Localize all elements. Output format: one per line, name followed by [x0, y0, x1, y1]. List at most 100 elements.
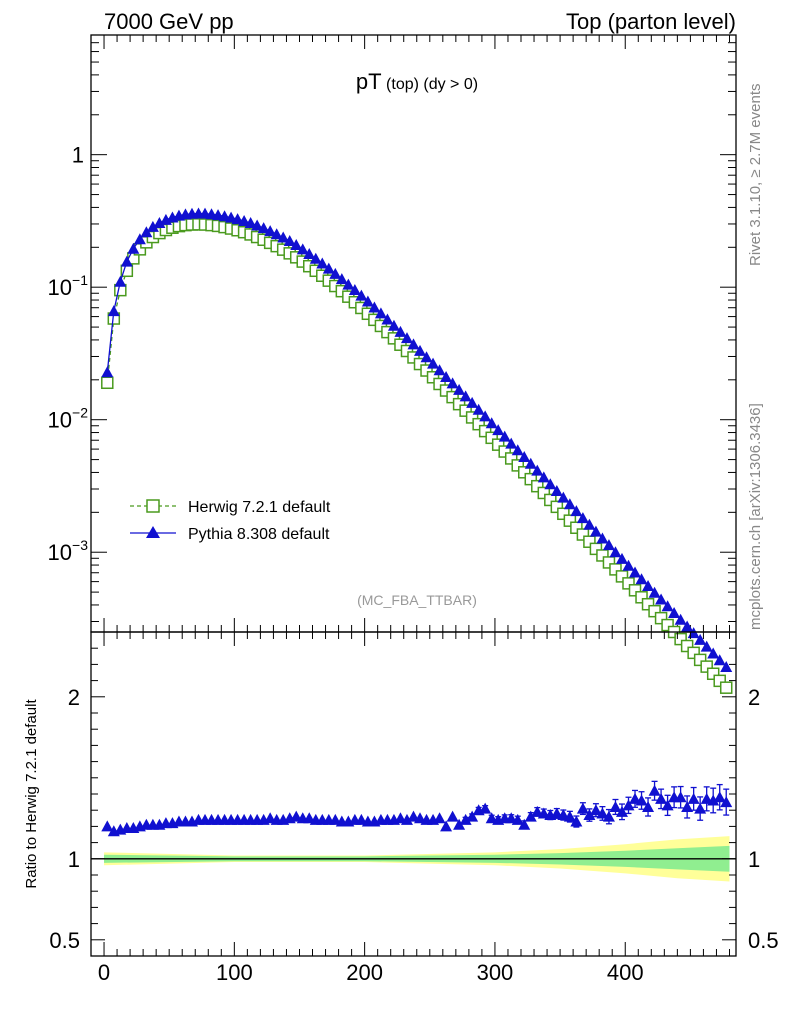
- pythia-point: [609, 546, 622, 558]
- herwig-point: [589, 542, 603, 556]
- ratio-point: [459, 813, 472, 825]
- pythia-point: [427, 357, 440, 369]
- herwig-point: [485, 431, 498, 445]
- herwig-point: [498, 445, 511, 458]
- ratio-point: [602, 810, 615, 822]
- herwig-point: [648, 604, 661, 618]
- herwig-point: [439, 384, 453, 397]
- pythia-point: [642, 579, 655, 591]
- herwig-point: [446, 390, 459, 404]
- herwig-point: [563, 514, 577, 527]
- herwig-point: [622, 577, 635, 590]
- ratio-point: [583, 809, 596, 821]
- y-tick-label-main: 1: [72, 143, 84, 168]
- pythia-point: [557, 491, 570, 503]
- ratio-point: [479, 802, 492, 814]
- pythia-point: [622, 559, 635, 571]
- ratio-point: [101, 820, 114, 832]
- y-tick-label-main: 10−3: [48, 537, 89, 565]
- pythia-point: [394, 325, 407, 337]
- herwig-point: [635, 591, 648, 604]
- plot-title-main: pT: [356, 69, 382, 94]
- herwig-point: [680, 639, 694, 653]
- herwig-point: [465, 411, 479, 424]
- pythia-point: [648, 586, 661, 598]
- pythia-point: [583, 518, 596, 530]
- x-tick-label: 0: [98, 960, 110, 985]
- pythia-point: [244, 217, 257, 229]
- pythia-point: [277, 231, 290, 243]
- pythia-point: [407, 338, 420, 350]
- ratio-point: [518, 818, 531, 830]
- pythia-point: [694, 633, 707, 645]
- x-tick-label: 200: [346, 960, 383, 985]
- pythia-point: [511, 444, 524, 456]
- herwig-point: [387, 332, 401, 345]
- pythia-point: [498, 430, 511, 442]
- y-tick-label-main: 10−2: [48, 405, 89, 433]
- herwig-point: [544, 493, 557, 507]
- herwig-point: [426, 371, 440, 384]
- pythia-point: [316, 257, 329, 269]
- pythia-point: [400, 332, 413, 344]
- pythia-point: [309, 252, 322, 264]
- herwig-point: [550, 500, 564, 514]
- y-tick-label-base: 10: [48, 275, 72, 300]
- legend-herwig-marker: [146, 499, 160, 513]
- pythia-point: [355, 289, 368, 301]
- legend-pythia-label: Pythia 8.308 default: [188, 526, 330, 543]
- plot-title: pT (top) (dy > 0): [356, 69, 478, 94]
- pythia-point: [420, 351, 433, 363]
- pythia-point: [107, 305, 120, 317]
- main-panel: pT (top) (dy > 0) (MC_FBA_TTBAR) 110−110…: [48, 34, 737, 694]
- ratio-point: [453, 818, 466, 830]
- herwig-point: [641, 597, 655, 611]
- pythia-point: [290, 239, 303, 251]
- ratio-point: [466, 810, 479, 822]
- pythia-point: [264, 225, 277, 237]
- y-tick-label-exp: −1: [72, 272, 88, 288]
- pythia-point: [238, 214, 251, 226]
- pythia-point: [472, 403, 485, 415]
- ratio-point: [609, 800, 622, 812]
- ratio-point: [400, 813, 413, 825]
- x-tick-label: 300: [477, 960, 514, 985]
- herwig-point: [557, 507, 570, 521]
- herwig-point: [654, 611, 668, 625]
- header-left: 7000 GeV pp: [104, 9, 234, 34]
- herwig-point: [472, 417, 485, 431]
- herwig-point: [478, 424, 492, 438]
- pythia-point: [485, 417, 498, 429]
- pythia-point: [303, 248, 316, 260]
- pythia-point: [615, 552, 628, 564]
- herwig-point: [433, 377, 446, 391]
- ratio-axis-ticks: 0.5 0.5 1 1 2 2 0 100 200 300 400: [49, 631, 779, 985]
- pythia-point: [479, 410, 492, 422]
- herwig-point: [452, 397, 466, 411]
- y-tick-label-ratio-left: 0.5: [49, 928, 80, 953]
- ratio-point: [707, 794, 720, 806]
- pythia-point: [707, 647, 720, 659]
- pythia-point: [368, 301, 381, 313]
- herwig-point: [661, 618, 674, 632]
- x-tick-label: 400: [607, 960, 644, 985]
- pythia-point: [120, 255, 133, 267]
- herwig-point: [518, 466, 531, 479]
- pythia-point: [453, 383, 466, 395]
- y-tick-label-ratio-left: 1: [68, 847, 80, 872]
- herwig-point: [596, 549, 609, 562]
- pythia-point: [466, 396, 479, 408]
- x-tick-label: 100: [216, 960, 253, 985]
- ratio-point: [576, 802, 589, 814]
- pythia-point: [433, 364, 446, 376]
- ratio-frame: [90, 631, 737, 957]
- plot-title-sub: (top) (dy > 0): [382, 76, 478, 93]
- herwig-point: [628, 584, 642, 597]
- ratio-point: [589, 804, 602, 816]
- pythia-point: [563, 498, 576, 510]
- ratio-point: [661, 799, 674, 811]
- pythia-point: [531, 464, 544, 476]
- ratio-point: [635, 794, 648, 806]
- pythia-point: [335, 273, 348, 285]
